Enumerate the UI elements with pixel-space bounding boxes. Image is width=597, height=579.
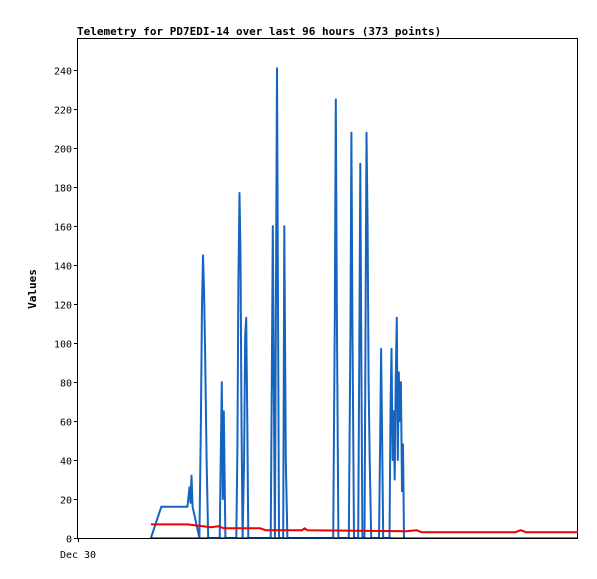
y-tick-label: 120: [54, 301, 72, 312]
y-axis-title: Values: [26, 269, 39, 309]
x-tick-label: Dec 30: [60, 550, 96, 561]
x-axis: Dec 30: [60, 538, 96, 561]
y-tick-label: 220: [54, 106, 72, 117]
y-tick-label: 100: [54, 340, 72, 351]
plot-frame: [77, 38, 578, 539]
y-tick-label: 20: [60, 496, 72, 507]
series-line-1: [150, 523, 578, 534]
chart-title: Telemetry for PD7EDI-14 over last 96 hou…: [77, 25, 441, 38]
y-tick-label: 0: [66, 535, 72, 546]
y-tick-label: 40: [60, 457, 72, 468]
series-line-0: [149, 67, 405, 539]
y-tick-label: 140: [54, 262, 72, 273]
y-tick-label: 160: [54, 223, 72, 234]
y-axis: 0 20 40 60 80 100 120 140 160 180 200 220 240: [54, 67, 78, 546]
y-tick-label: 200: [54, 145, 72, 156]
y-tick-label: 60: [60, 418, 72, 429]
y-tick-label: 180: [54, 184, 72, 195]
y-tick-label: 80: [60, 379, 72, 390]
y-tick-label: 240: [54, 67, 72, 78]
series-group: [149, 67, 578, 539]
